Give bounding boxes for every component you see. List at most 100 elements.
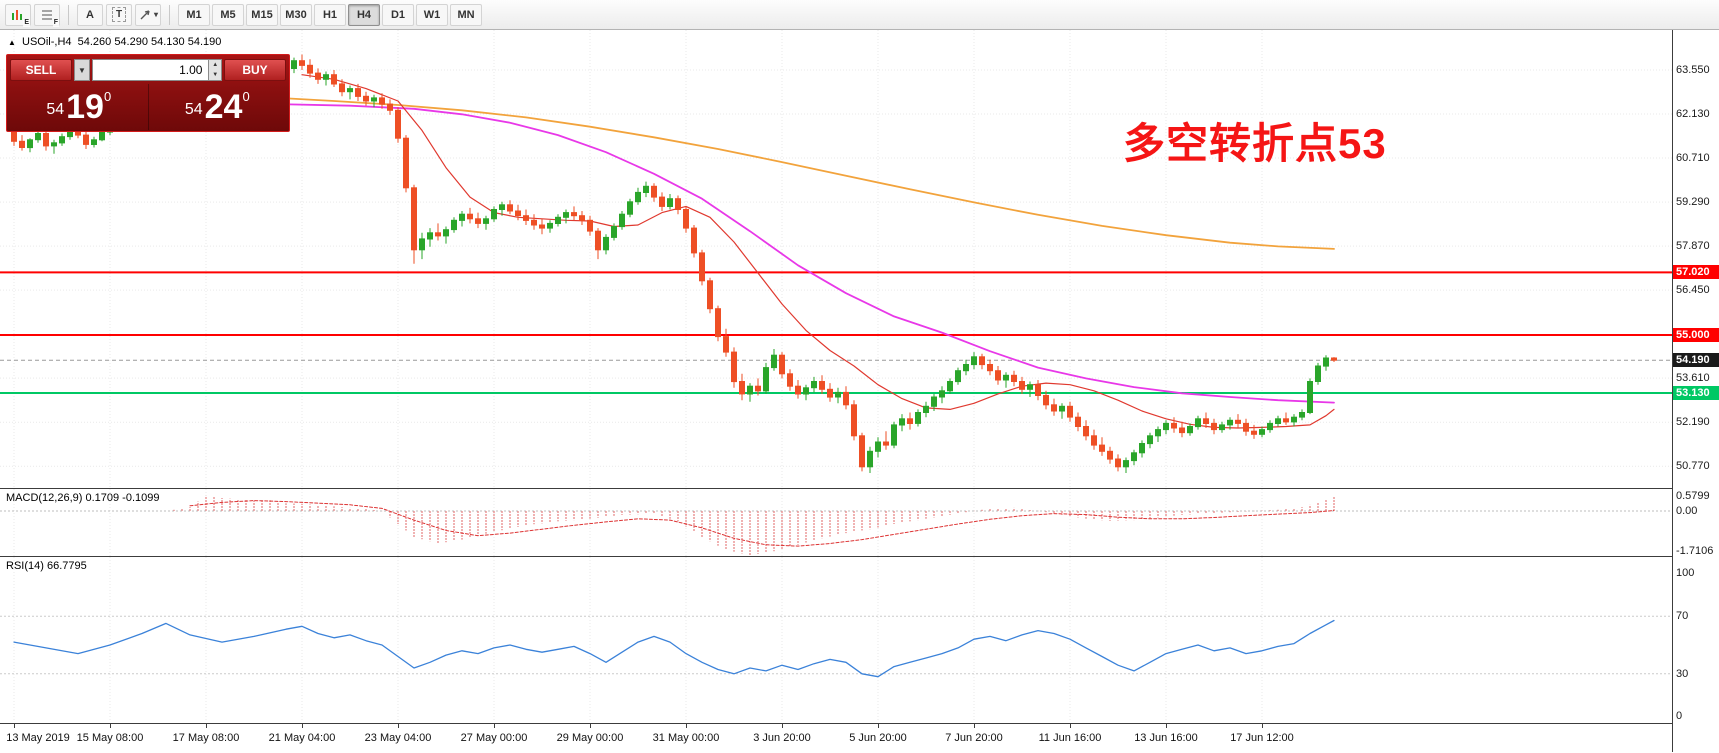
order-type-dropdown[interactable]: ▼ — [74, 59, 90, 81]
main-chart-canvas[interactable] — [0, 30, 1672, 488]
price-tick-label: 62.130 — [1676, 108, 1710, 121]
candles-layer — [11, 54, 1337, 473]
time-label: 21 May 04:00 — [268, 732, 336, 744]
timeframe-d1-button[interactable]: D1 — [382, 3, 414, 26]
price-tick-label: 56.450 — [1676, 284, 1710, 297]
timeframe-m30-button[interactable]: M30 — [280, 3, 312, 26]
text-box-tool-button[interactable]: T — [106, 3, 132, 26]
rsi-grid — [0, 557, 1672, 722]
volume-input[interactable] — [92, 59, 209, 81]
bid-pips: 19 — [66, 88, 104, 126]
toolbar-separator — [169, 4, 170, 25]
buy-button[interactable]: BUY — [224, 59, 286, 81]
ask-pips: 24 — [204, 88, 243, 126]
chevron-down-icon: ▾ — [153, 10, 158, 19]
icon-letter-badge: F — [52, 18, 59, 27]
timeframe-m5-button[interactable]: M5 — [212, 3, 244, 26]
price-axis[interactable]: 63.550 62.130 60.710 59.290 57.870 56.450 53.6… — [1672, 30, 1719, 752]
timeframe-w1-button[interactable]: W1 — [416, 3, 448, 26]
rsi-line — [13, 619, 1335, 678]
time-tick-mark — [878, 724, 879, 728]
macd-title: MACD(12,26,9) 0.1709 -0.1099 — [6, 492, 160, 504]
volume-spinner: ▲ ▼ — [208, 59, 222, 81]
expert-chart-button[interactable]: E — [5, 3, 31, 27]
time-label: 29 May 00:00 — [556, 732, 624, 744]
trade-controls-row: SELL ▼ ▲ ▼ BUY — [10, 58, 286, 82]
rsi-axis-label: 70 — [1676, 610, 1689, 623]
time-label: 31 May 00:00 — [652, 732, 720, 744]
panel-separator[interactable] — [0, 488, 1672, 489]
time-axis[interactable]: 13 May 2019 15 May 08:00 17 May 08:00 21 Ma… — [0, 723, 1672, 753]
time-label: 23 May 04:00 — [364, 732, 432, 744]
rsi-axis-label: 0 — [1676, 710, 1683, 722]
text-label-tool-button[interactable]: A — [77, 3, 103, 26]
arrow-tool-icon — [140, 9, 150, 19]
time-tick-mark — [302, 724, 303, 728]
time-label: 15 May 08:00 — [76, 732, 144, 744]
panel-separator[interactable] — [0, 556, 1672, 557]
macd-signal-line — [189, 500, 1335, 547]
timeframe-mn-button[interactable]: MN — [450, 3, 482, 26]
time-tick-mark — [398, 724, 399, 728]
time-tick-mark — [494, 724, 495, 728]
bar-chart-icon — [12, 9, 22, 20]
rsi-title: RSI(14) 66.7795 — [6, 560, 87, 572]
time-label: 13 May 2019 — [6, 732, 70, 744]
timeframe-switcher: M1 M5 M15 M30 H1 H4 D1 W1 MN — [178, 3, 482, 26]
price-tick-label: 60.710 — [1676, 152, 1710, 165]
volume-increase-button[interactable]: ▲ — [209, 60, 221, 70]
time-label: 27 May 00:00 — [460, 732, 528, 744]
toolbar: E F A T ▾ M1 M5 M15 M30 H1 H4 D1 W1 MN — [0, 0, 1719, 30]
indicator-list-button[interactable]: F — [34, 3, 60, 27]
macd-axis-label: 0.5799 — [1676, 490, 1710, 502]
price-tick-label: 63.550 — [1676, 64, 1710, 76]
ask-price: 54 24 0 — [149, 84, 287, 130]
time-label: 3 Jun 20:00 — [753, 732, 811, 744]
time-tick-mark — [782, 724, 783, 728]
time-label: 13 Jun 16:00 — [1134, 732, 1198, 744]
time-tick-mark — [1262, 724, 1263, 728]
timeframe-h1-button[interactable]: H1 — [314, 3, 346, 26]
timeframe-m15-button[interactable]: M15 — [246, 3, 278, 26]
text-box-glyph: T — [111, 7, 127, 22]
time-label: 7 Jun 20:00 — [945, 732, 1003, 744]
time-tick-mark — [110, 724, 111, 728]
price-marker-label: 57.020 — [1673, 265, 1719, 280]
ask-point: 0 — [242, 89, 250, 104]
price-tick-label: 57.870 — [1676, 240, 1710, 253]
timeframe-h4-button[interactable]: H4 — [348, 3, 380, 26]
rsi-panel-canvas[interactable] — [0, 557, 1672, 722]
macd-axis-label: 0.00 — [1676, 505, 1698, 517]
icon-letter-badge: E — [23, 18, 30, 27]
horizontal-level-lines — [0, 271, 1672, 394]
time-tick-mark — [1166, 724, 1167, 728]
time-tick-mark — [1070, 724, 1071, 728]
ask-integer: 54 — [184, 101, 203, 118]
macd-panel-canvas[interactable] — [0, 489, 1672, 556]
volume-decrease-button[interactable]: ▼ — [209, 70, 221, 80]
chart-annotation-text: 多空转折点53 — [1123, 120, 1387, 167]
time-tick-mark — [14, 724, 15, 728]
price-tick-label: 50.770 — [1676, 460, 1710, 473]
price-tick-label: 59.290 — [1676, 196, 1710, 209]
rsi-axis-label: 30 — [1676, 667, 1689, 680]
timeframe-m1-button[interactable]: M1 — [178, 3, 210, 26]
collapse-arrow-icon[interactable]: ▲ — [8, 38, 16, 47]
macd-axis-label: -1.7106 — [1676, 545, 1714, 557]
time-label: 17 May 08:00 — [172, 732, 240, 744]
rsi-axis-label: 100 — [1676, 567, 1695, 579]
time-label: 17 Jun 12:00 — [1230, 732, 1294, 744]
price-tick-label: 52.190 — [1676, 416, 1710, 429]
price-marker-label: 53.130 — [1673, 386, 1719, 401]
time-label: 11 Jun 16:00 — [1038, 732, 1102, 744]
drawing-tools-button[interactable]: ▾ — [135, 3, 161, 26]
macd-histogram — [173, 495, 1335, 555]
sell-button[interactable]: SELL — [10, 59, 72, 81]
toolbar-separator — [68, 4, 69, 25]
quote-row: 54 19 0 54 24 0 — [10, 84, 286, 130]
macd-grid — [0, 489, 1672, 556]
time-tick-mark — [590, 724, 591, 728]
bid-integer: 54 — [46, 101, 65, 118]
